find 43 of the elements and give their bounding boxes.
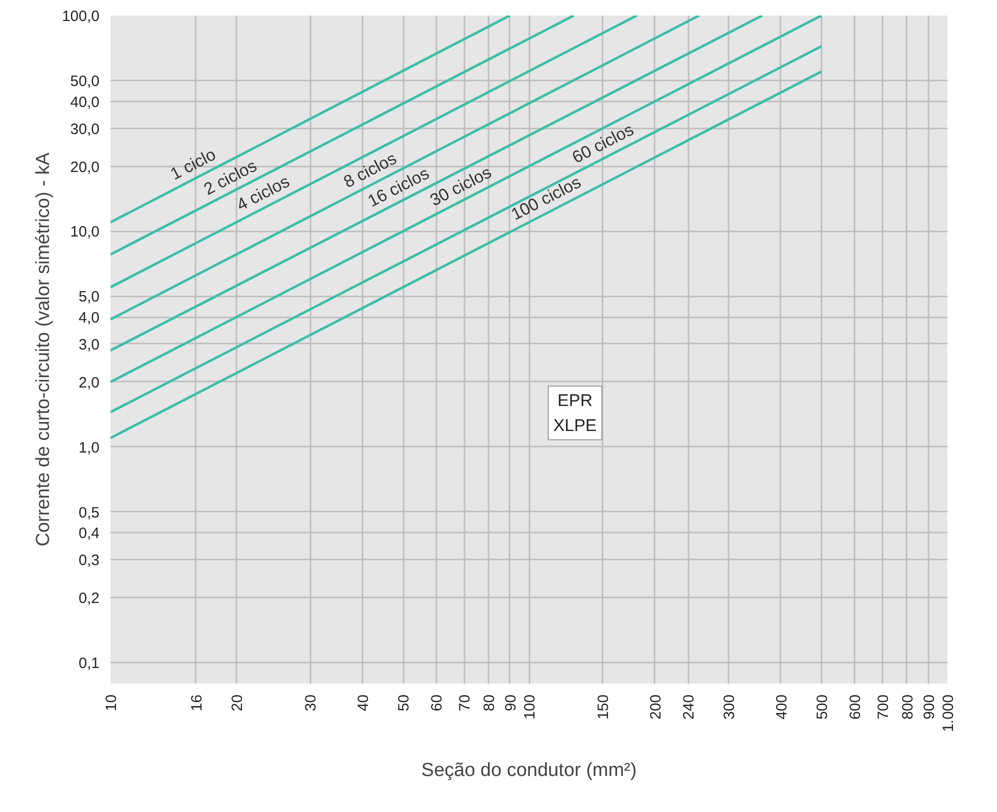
x-tick-label: 60 bbox=[428, 694, 446, 712]
y-axis-title: Corrente de curto-circuito (valor simétrico) - kA bbox=[32, 152, 54, 546]
x-tick-label: 600 bbox=[847, 694, 864, 720]
x-tick-label: 90 bbox=[502, 694, 520, 712]
x-tick-label: 300 bbox=[721, 694, 738, 720]
y-tick-label: 0,2 bbox=[78, 590, 100, 608]
x-tick-label: 200 bbox=[647, 694, 664, 720]
x-tick-label: 150 bbox=[595, 694, 612, 720]
annotation: EPR XLPE bbox=[553, 391, 597, 435]
y-tick-label: 30,0 bbox=[70, 120, 100, 138]
x-tick-label: 30 bbox=[302, 694, 320, 712]
x-tick-label: 500 bbox=[814, 694, 832, 720]
x-tick-label: 20 bbox=[228, 694, 246, 712]
x-tick-label: 10 bbox=[103, 694, 120, 712]
x-tick-label: 1.000 bbox=[940, 694, 957, 732]
y-tick-label: 20,0 bbox=[70, 158, 100, 176]
x-tick-label: 900 bbox=[920, 694, 938, 720]
x-tick-label: 100 bbox=[522, 694, 538, 720]
x-tick-label: 70 bbox=[456, 694, 474, 712]
x-axis-title: Seção do condutor (mm²) bbox=[421, 760, 637, 782]
y-tick-label: 5,0 bbox=[78, 288, 100, 306]
y-tick-label: 0,4 bbox=[78, 525, 100, 542]
y-tick-label: 3,0 bbox=[78, 336, 100, 354]
y-tick-label: 2,0 bbox=[78, 374, 100, 392]
x-tick-label: 800 bbox=[899, 694, 916, 720]
x-tick-label: 80 bbox=[480, 694, 498, 712]
x-tick-label: 16 bbox=[188, 694, 206, 712]
y-tick-label: 0,1 bbox=[78, 655, 100, 672]
y-tick-label: 100,0 bbox=[62, 8, 100, 25]
x-tick-label: 50 bbox=[396, 694, 413, 712]
text: 100 ciclos bbox=[508, 172, 584, 224]
y-tick-label: 0,3 bbox=[78, 552, 100, 570]
y-tick-label: 40,0 bbox=[70, 94, 100, 111]
x-tick-label: 400 bbox=[773, 694, 790, 720]
y-tick-label: 1,0 bbox=[78, 439, 100, 456]
x-tick-label: 240 bbox=[680, 694, 698, 720]
x-tick-label: 700 bbox=[875, 694, 892, 720]
y-tick-label: 0,5 bbox=[78, 504, 100, 522]
y-tick-label: 50,0 bbox=[70, 72, 100, 90]
y-tick-label: 10,0 bbox=[70, 224, 100, 241]
x-tick-label: 40 bbox=[354, 694, 372, 712]
y-tick-label: 4,0 bbox=[78, 310, 100, 327]
text: 60 ciclos bbox=[569, 120, 637, 168]
